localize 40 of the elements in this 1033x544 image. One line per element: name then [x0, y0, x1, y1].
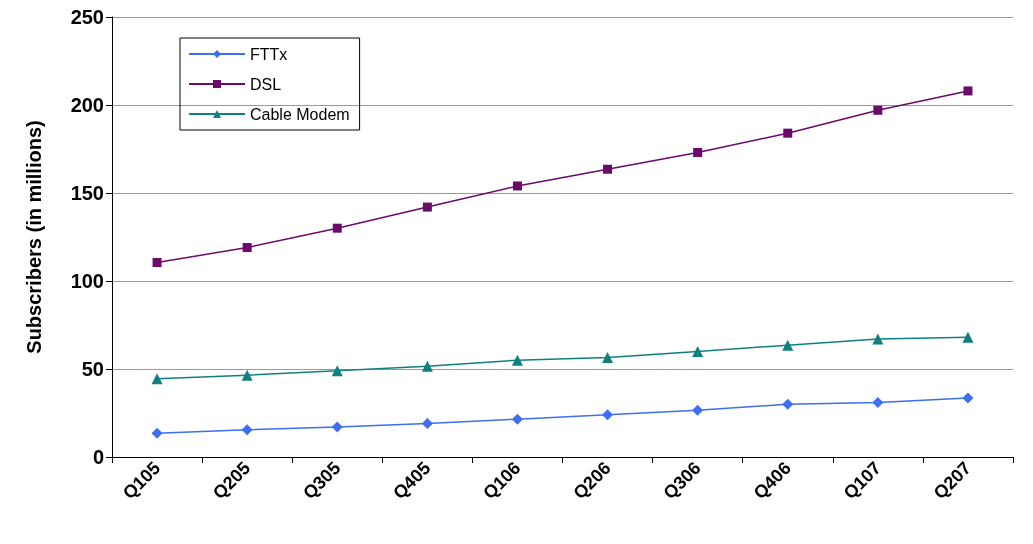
point: [873, 105, 883, 115]
legend-label: Cable Modem: [250, 105, 350, 123]
y-tick-label: 150: [70, 182, 104, 204]
point: [693, 148, 703, 158]
point: [421, 418, 433, 430]
point: [963, 86, 973, 96]
point: [332, 223, 342, 233]
point: [241, 369, 253, 381]
point: [511, 354, 523, 366]
point: [872, 333, 884, 345]
legend-label: DSL: [250, 75, 282, 93]
point: [783, 128, 793, 138]
y-tick-label: 0: [92, 446, 104, 468]
point: [152, 258, 162, 268]
y-tick-label: 250: [70, 6, 104, 28]
point: [421, 360, 433, 372]
point: [962, 392, 974, 404]
y-tick-label: 200: [70, 94, 104, 116]
point: [422, 202, 432, 212]
point: [331, 421, 343, 433]
y-tick-label: 100: [70, 270, 104, 292]
point: [782, 339, 794, 351]
point: [692, 404, 704, 416]
point: [511, 413, 523, 425]
y-tick-label: 50: [81, 358, 104, 380]
point: [242, 243, 252, 253]
point: [602, 352, 614, 364]
point: [512, 181, 522, 191]
point: [872, 396, 884, 408]
point: [151, 427, 163, 439]
point: [962, 331, 974, 343]
point: [331, 365, 343, 377]
point: [602, 409, 614, 421]
point: [151, 373, 163, 385]
point: [603, 164, 613, 174]
point: [241, 424, 253, 436]
legend-label: FTTx: [250, 45, 288, 63]
y-axis-title: Subscribers (in millions): [23, 120, 45, 354]
point: [782, 398, 794, 410]
point: [692, 345, 704, 357]
